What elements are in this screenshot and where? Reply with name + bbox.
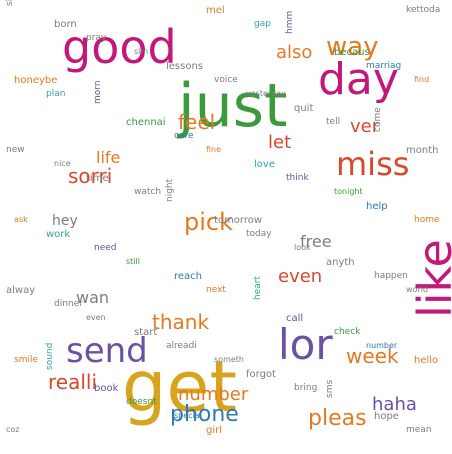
word-happen: happen: [374, 271, 408, 281]
word-pick: pick: [184, 208, 233, 236]
word-someth: someth: [214, 355, 244, 364]
word-plan: plan: [46, 89, 66, 99]
word-also: also: [276, 42, 313, 63]
word-tomorrow: tomorrow: [214, 215, 263, 226]
word-hey: hey: [52, 213, 78, 229]
word-wan: wan: [76, 288, 110, 307]
word-heart: heart: [253, 276, 263, 300]
word-voice: voice: [214, 75, 238, 85]
word-coz: coz: [6, 425, 20, 434]
word-come: come: [373, 107, 383, 132]
word-fine: fine: [206, 145, 222, 154]
word-yesterday: yesterday: [246, 89, 286, 98]
word-care: care: [174, 131, 194, 141]
word-day: day: [318, 54, 399, 105]
word-shit: shit: [5, 0, 15, 6]
word-quit: quit: [294, 103, 314, 114]
word-night: night: [165, 178, 175, 202]
word-book: book: [94, 383, 119, 394]
word-sound: sound: [45, 342, 55, 370]
word-special: special: [174, 411, 202, 420]
word-next: next: [206, 285, 226, 295]
word-life: life: [96, 148, 121, 167]
word-morn: morn: [93, 80, 103, 104]
word-let: let: [268, 132, 292, 153]
word-just: just: [178, 71, 288, 141]
word-call: call: [286, 313, 304, 324]
word-lessons: lessons: [166, 61, 204, 72]
word-chennai: chennai: [126, 117, 166, 128]
word-hope: hope: [374, 411, 399, 422]
word-sim: sim: [134, 47, 149, 56]
word-anyth: anyth: [326, 257, 355, 268]
word-marriag: marriag: [366, 61, 402, 71]
word-alway: alway: [6, 285, 36, 296]
word-check: check: [334, 327, 361, 337]
word-get: get: [122, 346, 237, 428]
word-honeybe: honeybe: [14, 75, 58, 86]
word-realli: realli: [48, 370, 98, 394]
word-find: find: [414, 75, 430, 84]
word-dinner: dinner: [54, 299, 83, 309]
word-number: number: [178, 384, 249, 405]
word-today: today: [246, 229, 272, 239]
word-way: way: [326, 32, 379, 62]
word-feel: feel: [178, 110, 216, 134]
word-sms: sms: [325, 379, 335, 398]
word-alreadi: alreadi: [166, 341, 197, 351]
word-miss: miss: [336, 145, 410, 183]
word-girl: girl: [206, 425, 223, 436]
word-sorri: sorri: [68, 164, 113, 188]
word-home: home: [414, 215, 440, 225]
word-nice: nice: [54, 159, 71, 168]
word-number: number: [366, 341, 398, 350]
word-tell: tell: [326, 117, 341, 127]
word-week: week: [346, 344, 399, 368]
word-watch: watch: [134, 187, 162, 197]
word-like: like: [408, 239, 452, 318]
word-even: even: [86, 313, 106, 322]
word-becaus: becaus: [334, 47, 370, 58]
word-still: still: [126, 257, 140, 266]
word-month: month: [406, 145, 439, 156]
word-free: free: [300, 232, 332, 251]
word-lor: lor: [278, 320, 333, 369]
word-phone: phone: [170, 402, 239, 427]
word-think: think: [286, 173, 309, 183]
word-doesnt: doesnt: [126, 397, 157, 407]
word-mel: mel: [206, 5, 225, 16]
word-ask: ask: [14, 215, 28, 224]
word-haha: haha: [372, 394, 417, 415]
word-gap: gap: [254, 19, 271, 29]
word-new: new: [6, 145, 25, 155]
word-bring: bring: [294, 383, 318, 393]
word-need: need: [94, 243, 117, 253]
word-forgot: forgot: [246, 369, 276, 380]
word-pray: pray: [86, 33, 107, 43]
word-tonight: tonight: [334, 187, 363, 196]
word-love: love: [254, 159, 275, 170]
word-smile: smile: [14, 355, 38, 365]
word-world: world: [406, 285, 429, 294]
word-look: look: [294, 243, 311, 252]
word-pleas: pleas: [308, 406, 367, 431]
word-hello: hello: [414, 355, 439, 366]
word-even: even: [278, 266, 323, 287]
word-mean: mean: [406, 425, 432, 435]
word-kettoda: kettoda: [406, 5, 441, 15]
word-ver: ver: [350, 116, 380, 137]
word-work: work: [46, 229, 71, 240]
word-born: born: [54, 19, 77, 30]
word-reach: reach: [174, 271, 203, 282]
word-help: help: [366, 201, 388, 212]
word-good: good: [62, 20, 177, 74]
word-start: start: [134, 327, 158, 338]
word-thank: thank: [152, 310, 210, 334]
word-time: time: [86, 173, 109, 184]
word-send: send: [66, 331, 148, 371]
word-hmm: hmm: [285, 10, 295, 34]
